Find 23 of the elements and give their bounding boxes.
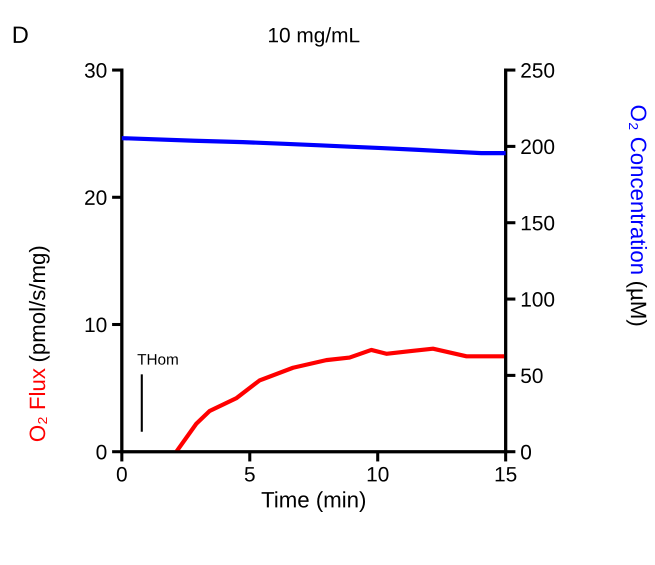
x-tick-label: 10 — [368, 466, 388, 482]
y2-tick-label: 200 — [521, 139, 554, 154]
y-tick-label: 30 — [84, 63, 106, 78]
y2-tick-label: 100 — [522, 292, 554, 307]
text: O₂ Concentration — [629, 106, 648, 274]
y-tick-label: 0 — [96, 444, 106, 460]
chart-title: 10 mg/mL — [269, 27, 360, 47]
y2-tick-label: 50 — [521, 368, 543, 384]
line-series — [122, 136, 506, 156]
y2-tick-label: 150 — [522, 216, 554, 230]
annotation: THom — [138, 354, 178, 365]
x-axis-title: Time (min) — [262, 491, 366, 512]
text: D — [14, 26, 28, 43]
x-tick-label: 0 — [116, 466, 127, 482]
y-axis-title: (pmol/s/mg) — [28, 246, 50, 362]
y2-axis-title: (µM) — [626, 282, 648, 326]
y2-tick-label: 250 — [521, 63, 554, 78]
x-tick-label: 5 — [244, 467, 255, 482]
y-tick-label: 20 — [85, 190, 106, 206]
y-tick-label: 10 — [86, 318, 106, 332]
x-tick-label: 15 — [496, 467, 516, 482]
text: O₂ Flux — [28, 368, 47, 442]
y2-tick-label: 0 — [521, 444, 532, 460]
